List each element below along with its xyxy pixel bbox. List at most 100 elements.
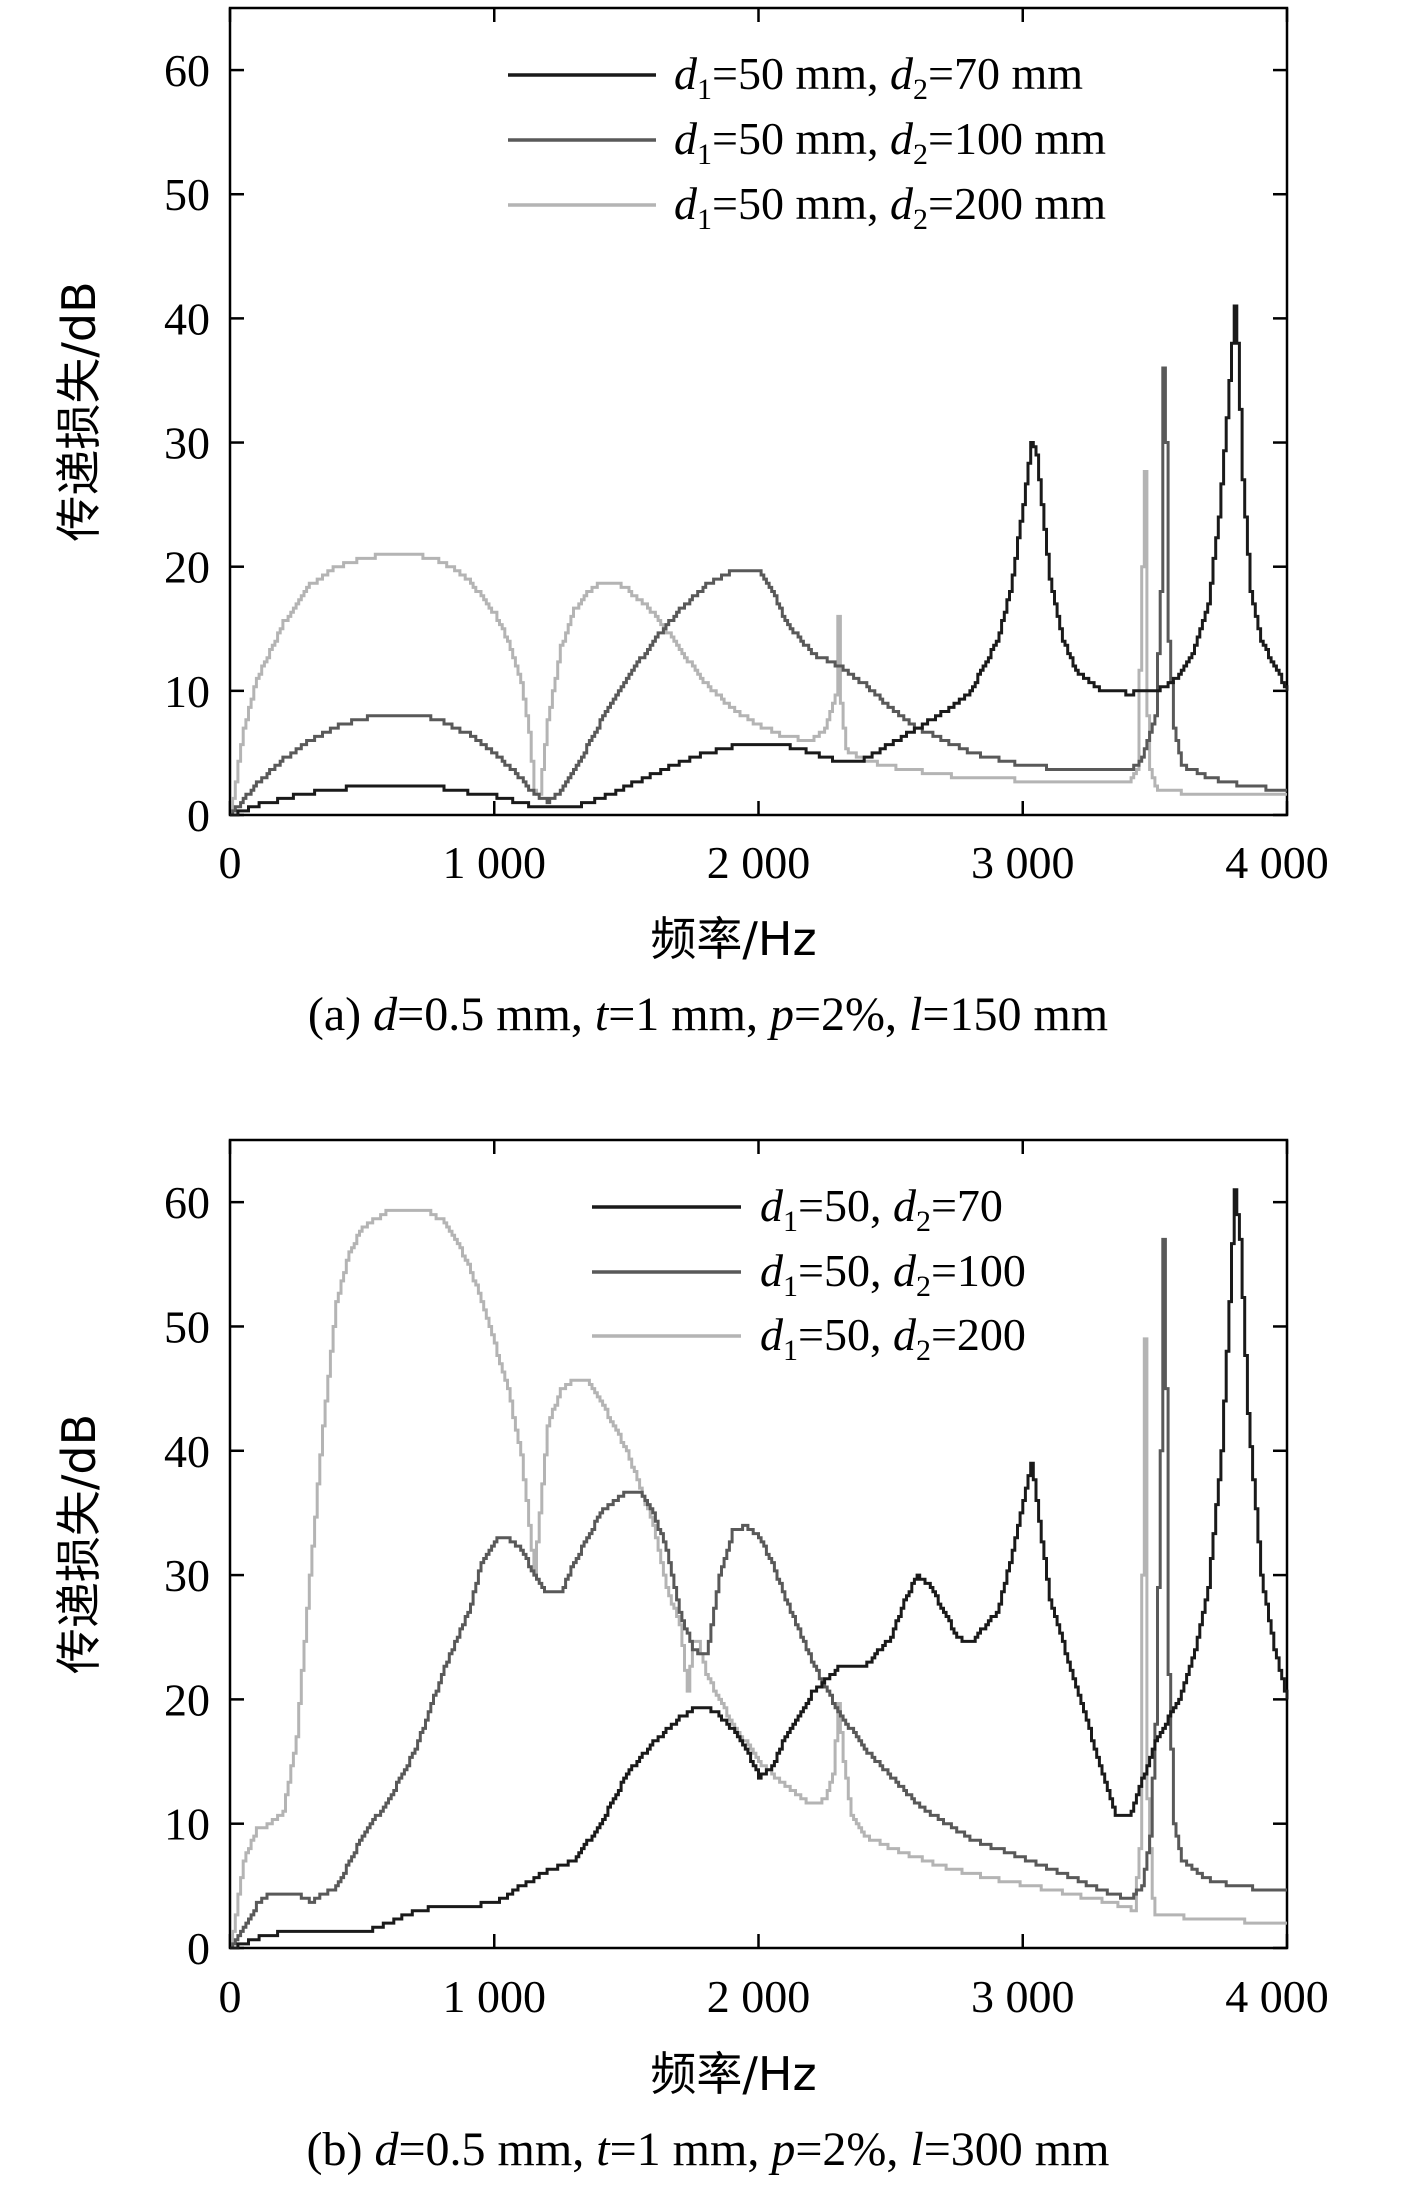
caption-a-part: l <box>909 988 922 1041</box>
legend-label-2-part: 2 <box>916 1270 931 1303</box>
y-tick-label: 30 <box>164 418 210 469</box>
y-tick-label: 40 <box>164 1426 210 1477</box>
legend-label-3-part: =200 <box>931 1309 1026 1360</box>
legend-label-2-part: 2 <box>913 138 928 171</box>
x-tick-label: 1 000 <box>443 1971 547 2022</box>
legend-label-3-part: d <box>760 1309 784 1360</box>
y-tick-label: 20 <box>164 1674 210 1725</box>
legend-label-1-part: d <box>893 1180 917 1231</box>
legend-label-1-part: 2 <box>916 1205 931 1238</box>
y-tick-label: 50 <box>164 169 210 220</box>
caption-a-part: d <box>373 988 398 1041</box>
legend-label-1-part: 2 <box>913 73 928 106</box>
legend-label-3-part: 2 <box>916 1334 931 1367</box>
series-line-3 <box>230 470 1287 817</box>
legend-label-1-part: d <box>890 48 914 99</box>
x-axis-title: 频率/Hz <box>650 912 816 966</box>
caption-a: (a) d=0.5 mm, t=1 mm, p=2%, l=150 mm <box>308 988 1108 1041</box>
x-tick-label: 2 000 <box>707 1971 811 2022</box>
x-tick-label: 0 <box>219 837 242 888</box>
caption-a-part: =150 mm <box>922 988 1108 1041</box>
caption-b-part: =300 mm <box>924 2123 1110 2176</box>
y-tick-label: 40 <box>164 293 210 344</box>
legend-label-1: d1=50, d2=70 <box>760 1180 1003 1238</box>
x-tick-label: 3 000 <box>971 1971 1075 2022</box>
caption-b-part: p <box>768 2123 795 2176</box>
legend-label-3-part: =50, <box>798 1309 893 1360</box>
caption-b-part: =2%, <box>795 2123 910 2176</box>
legend-label-3-part: =50 mm, <box>712 178 890 229</box>
series-line-1 <box>230 304 1289 817</box>
caption-a-part: =2%, <box>794 988 909 1041</box>
y-axis-title: 传递损失/dB <box>52 1414 106 1674</box>
caption-a-part: t <box>595 988 610 1041</box>
y-tick-label: 10 <box>164 666 210 717</box>
y-axis-title: 传递损失/dB <box>52 281 106 541</box>
y-tick-label: 30 <box>164 1550 210 1601</box>
y-tick-label: 50 <box>164 1301 210 1352</box>
series-line-2 <box>230 1237 1287 1950</box>
caption-b-part: =1 mm, <box>610 2123 772 2176</box>
caption-a-part: =1 mm, <box>608 988 770 1041</box>
legend-label-1-part: 1 <box>697 73 712 106</box>
legend-label-1-part: 1 <box>783 1205 798 1238</box>
legend-label-3-part: 2 <box>913 203 928 236</box>
legend-label-1-part: =70 mm <box>928 48 1083 99</box>
legend-label-1: d1=50 mm, d2=70 mm <box>674 48 1083 106</box>
legend-label-2-part: d <box>893 1245 917 1296</box>
legend-label-2-part: d <box>890 113 914 164</box>
legend-label-1-part: d <box>674 48 698 99</box>
chart-panel-b: 0 10 20 30 40 50 60 0 1 000 2 000 3 000 4 000 频率/Hz 传… <box>52 1138 1329 2176</box>
legend-label-3-part: d <box>890 178 914 229</box>
legend-label-2: d1=50, d2=100 <box>760 1245 1026 1303</box>
legend-label-3-part: 1 <box>697 203 712 236</box>
caption-b-part: (b) <box>307 2123 375 2176</box>
legend-label-2-part: =100 mm <box>928 113 1106 164</box>
legend-label-2-part: =50, <box>798 1245 893 1296</box>
caption-a-part: =0.5 mm, <box>397 988 595 1041</box>
x-tick-label: 4 000 <box>1225 1971 1329 2022</box>
legend-label-3-part: 1 <box>783 1334 798 1367</box>
legend-label-2-part: 1 <box>783 1270 798 1303</box>
legend-label-1-part: d <box>760 1180 784 1231</box>
legend-label-1-part: =70 <box>931 1180 1003 1231</box>
y-tick-label: 0 <box>187 790 210 841</box>
y-tick-label: 0 <box>187 1923 210 1974</box>
y-tick-label: 60 <box>164 1177 210 1228</box>
legend-label-3-part: =200 mm <box>928 178 1106 229</box>
legend-label-2-part: =100 <box>931 1245 1026 1296</box>
legend-label-2-part: 1 <box>697 138 712 171</box>
caption-b-part: l <box>910 2123 923 2176</box>
legend-label-1-part: =50, <box>798 1180 893 1231</box>
caption-b-part: d <box>374 2123 399 2176</box>
legend-label-3-part: d <box>674 178 698 229</box>
x-tick-label: 1 000 <box>443 837 547 888</box>
chart-panel-a: 0 10 20 30 40 50 60 0 1 000 2 000 3 000 4 000 频率/Hz 传… <box>52 6 1329 1041</box>
series-line-1 <box>230 1188 1289 1950</box>
legend-label-2: d1=50 mm, d2=100 mm <box>674 113 1106 171</box>
legend-label-3-part: d <box>893 1309 917 1360</box>
y-tick-label: 60 <box>164 45 210 96</box>
caption-b: (b) d=0.5 mm, t=1 mm, p=2%, l=300 mm <box>307 2123 1110 2176</box>
legend-label-3: d1=50 mm, d2=200 mm <box>674 178 1106 236</box>
x-axis-title: 频率/Hz <box>650 2047 816 2101</box>
plot-frame <box>228 1138 1289 1950</box>
x-tick-label: 4 000 <box>1225 837 1329 888</box>
legend-label-2-part: d <box>674 113 698 164</box>
caption-a-part: (a) <box>308 988 373 1041</box>
caption-b-part: =0.5 mm, <box>398 2123 596 2176</box>
caption-a-part: p <box>767 988 794 1041</box>
series-line-3 <box>230 1208 1287 1950</box>
legend-label-2-part: d <box>760 1245 784 1296</box>
y-tick-label: 20 <box>164 542 210 593</box>
legend-label-2-part: =50 mm, <box>712 113 890 164</box>
x-tick-label: 0 <box>219 1971 242 2022</box>
caption-b-part: t <box>596 2123 611 2176</box>
x-tick-label: 3 000 <box>971 837 1075 888</box>
legend-label-3: d1=50, d2=200 <box>760 1309 1026 1367</box>
y-tick-label: 10 <box>164 1799 210 1850</box>
legend-label-1-part: =50 mm, <box>712 48 890 99</box>
